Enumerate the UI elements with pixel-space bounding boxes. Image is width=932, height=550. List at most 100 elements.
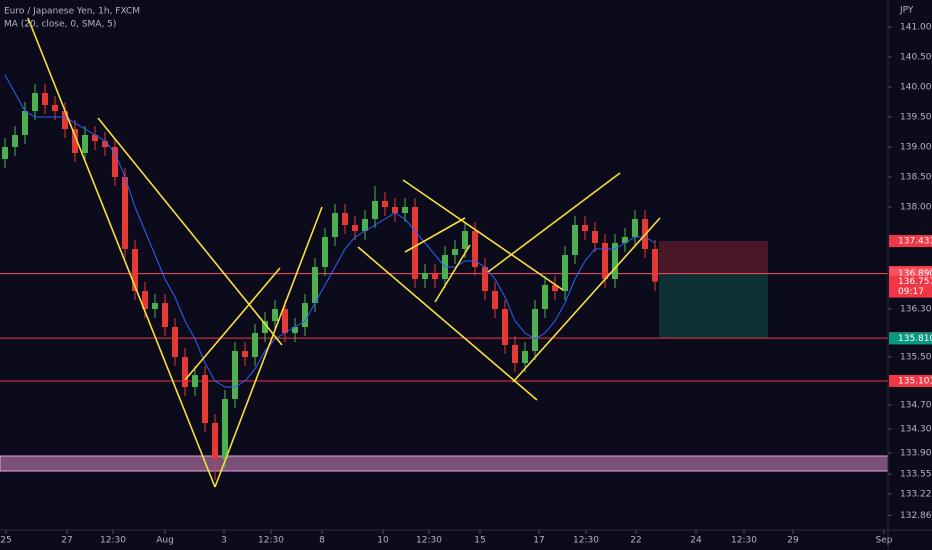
candle-body (382, 201, 388, 208)
candle-body (222, 399, 228, 460)
candle-body (452, 249, 458, 256)
candle-body (22, 111, 28, 136)
candle-body (602, 243, 608, 280)
y-tick-label: 139.500 (900, 113, 932, 123)
candle-body (32, 93, 38, 112)
x-tick-label: 25 (0, 536, 11, 546)
candle-body (282, 309, 288, 334)
candle-body (182, 357, 188, 388)
y-tick-label: 138.000 (900, 203, 932, 213)
y-tick-label: 133.220 (900, 489, 932, 499)
candle-body (502, 309, 508, 346)
trend-line (357, 246, 538, 401)
candle-body (362, 219, 368, 232)
candle-body (492, 291, 498, 310)
candle-body (412, 207, 418, 280)
candle-body (612, 243, 618, 280)
candle-body (112, 147, 118, 178)
price-label: 136.890 (898, 269, 932, 279)
candle-body (562, 255, 568, 292)
currency-label: JPY (899, 6, 914, 16)
x-tick-label: 10 (377, 536, 389, 546)
y-tick-label: 136.300 (900, 305, 932, 315)
countdown: 09:17 (898, 287, 924, 297)
candle-body (242, 351, 248, 358)
price-label: 137.433 (898, 237, 932, 247)
candle-body (192, 375, 198, 388)
candle-body (422, 273, 428, 280)
candle-body (102, 141, 108, 148)
x-tick-label: 27 (61, 536, 72, 546)
candle-body (42, 93, 48, 106)
chart-title: Euro / Japanese Yen, 1h, FXCM (4, 7, 140, 17)
x-tick-label: 22 (630, 536, 641, 546)
x-tick-label: 12:30 (100, 536, 126, 546)
candle-body (542, 285, 548, 310)
price-label: 135.810 (898, 334, 932, 344)
y-tick-label: 140.000 (900, 83, 932, 93)
y-tick-label: 132.860 (900, 511, 932, 521)
candle-body (212, 423, 218, 460)
y-tick-label: 134.300 (900, 425, 932, 435)
candle-body (12, 135, 18, 148)
candle-body (262, 321, 268, 334)
candle-body (302, 303, 308, 328)
candle-body (272, 309, 278, 322)
candle-body (432, 273, 438, 280)
candle-body (342, 213, 348, 226)
candle-body (82, 135, 88, 154)
x-tick-label: 12:30 (416, 536, 442, 546)
x-tick-label: 12:30 (731, 536, 757, 546)
price-label: 136.757 (898, 277, 932, 287)
candle-body (392, 207, 398, 214)
candle-body (512, 345, 518, 364)
support-zone (0, 455, 889, 472)
candle-body (92, 135, 98, 142)
candle-body (622, 237, 628, 244)
candle-body (52, 105, 58, 112)
price-label-box (889, 374, 932, 387)
candle-body (592, 231, 598, 244)
trend-line (434, 244, 471, 303)
x-tick-label: 12:30 (573, 536, 599, 546)
candle-body (232, 351, 238, 400)
price-label-box (889, 332, 932, 345)
candle-body (652, 249, 658, 282)
candle-body (172, 327, 178, 358)
trend-lines (27, 17, 661, 488)
candle-body (132, 249, 138, 292)
candle-body (532, 309, 538, 352)
target-zone (659, 273, 768, 339)
candle-body (632, 219, 638, 238)
y-tick-label: 138.500 (900, 173, 932, 183)
y-tick-label: 139.000 (900, 143, 932, 153)
y-tick-label: 133.550 (900, 470, 932, 480)
y-tick-label: 141.000 (900, 23, 932, 33)
candle-body (552, 285, 558, 292)
x-tick-label: Sep (876, 536, 893, 546)
candle-body (142, 291, 148, 310)
price-label-box (889, 275, 932, 298)
trend-line (512, 217, 661, 383)
x-tick-label: 15 (474, 536, 485, 546)
plot-area (0, 74, 889, 481)
stop-zone (659, 241, 768, 274)
candle-body (472, 231, 478, 268)
candle-body (322, 237, 328, 268)
candle-body (152, 303, 158, 310)
candle-body (402, 207, 408, 214)
trend-line (404, 217, 466, 253)
trend-line (214, 206, 323, 488)
y-tick-label: 135.500 (900, 353, 932, 363)
x-tick-label: 8 (319, 536, 325, 546)
x-tick-label: 3 (221, 536, 227, 546)
candle-body (462, 231, 468, 250)
candle-body (352, 225, 358, 232)
x-tick-label: 12:30 (258, 536, 284, 546)
candle-body (62, 111, 68, 130)
candle-body (252, 333, 258, 358)
candle-body (522, 351, 528, 364)
candle-body (372, 201, 378, 220)
candle-body (292, 327, 298, 334)
y-tick-label: 134.700 (900, 401, 932, 411)
